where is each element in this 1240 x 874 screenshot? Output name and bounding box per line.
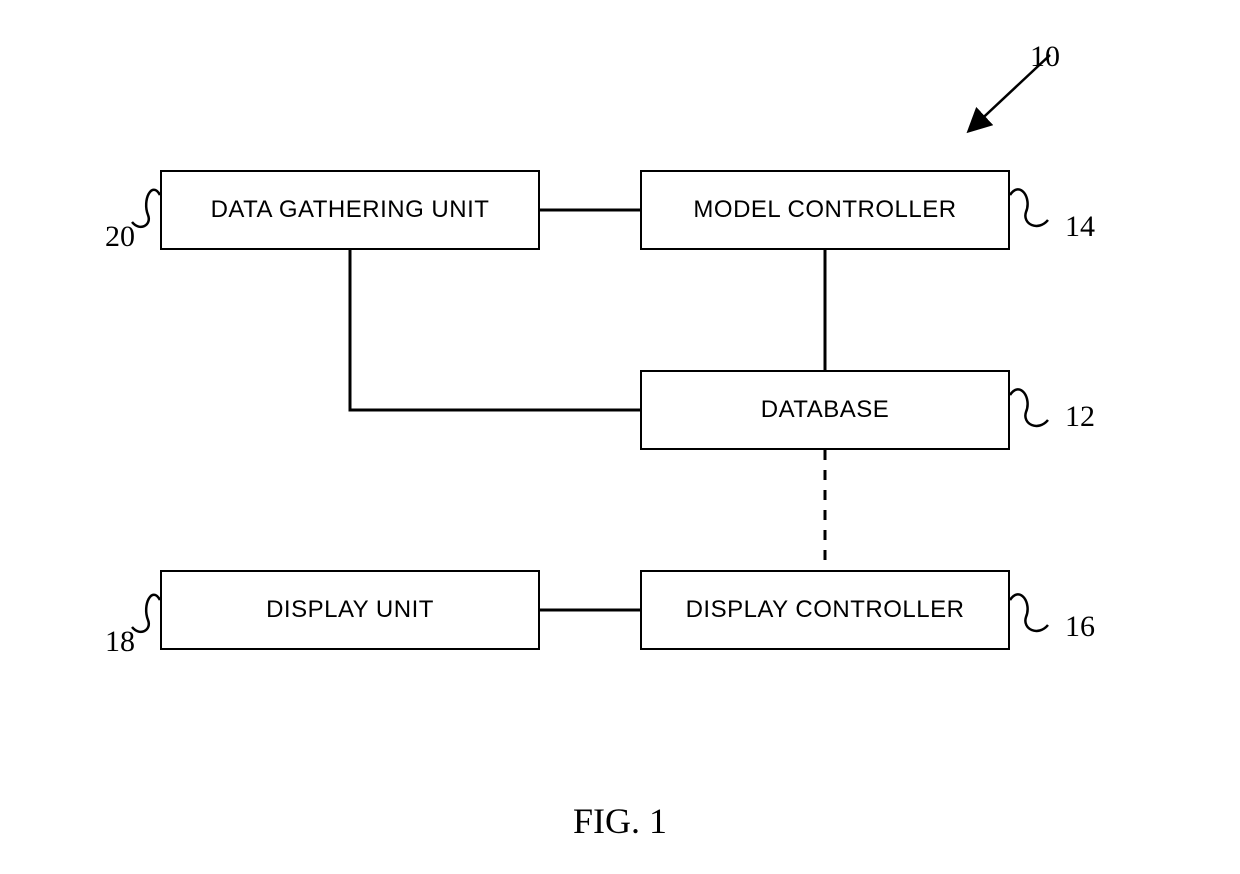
node-data-gathering-unit: DATA GATHERING UNIT [160,170,540,250]
node-label: DATABASE [761,396,889,424]
ref-label-20: 20 [105,220,135,254]
connectors-overlay [0,0,1240,874]
node-display-controller: DISPLAY CONTROLLER [640,570,1010,650]
squiggle-16 [1010,594,1048,631]
ref-label-14: 14 [1065,210,1095,244]
ref-label-10: 10 [1030,40,1060,74]
squiggle-18 [132,595,160,632]
node-label: DISPLAY CONTROLLER [686,596,965,624]
ref-label-16: 16 [1065,610,1095,644]
ref-label-18: 18 [105,625,135,659]
figure-caption: FIG. 1 [0,800,1240,842]
node-database: DATABASE [640,370,1010,450]
node-model-controller: MODEL CONTROLLER [640,170,1010,250]
squiggle-12 [1010,389,1048,426]
node-display-unit: DISPLAY UNIT [160,570,540,650]
node-label: MODEL CONTROLLER [693,196,956,224]
squiggle-20 [132,190,160,227]
edge-dgu-db [350,250,640,410]
node-label: DISPLAY UNIT [266,596,434,624]
squiggle-14 [1010,189,1048,226]
node-label: DATA GATHERING UNIT [211,196,490,224]
ref-label-12: 12 [1065,400,1095,434]
